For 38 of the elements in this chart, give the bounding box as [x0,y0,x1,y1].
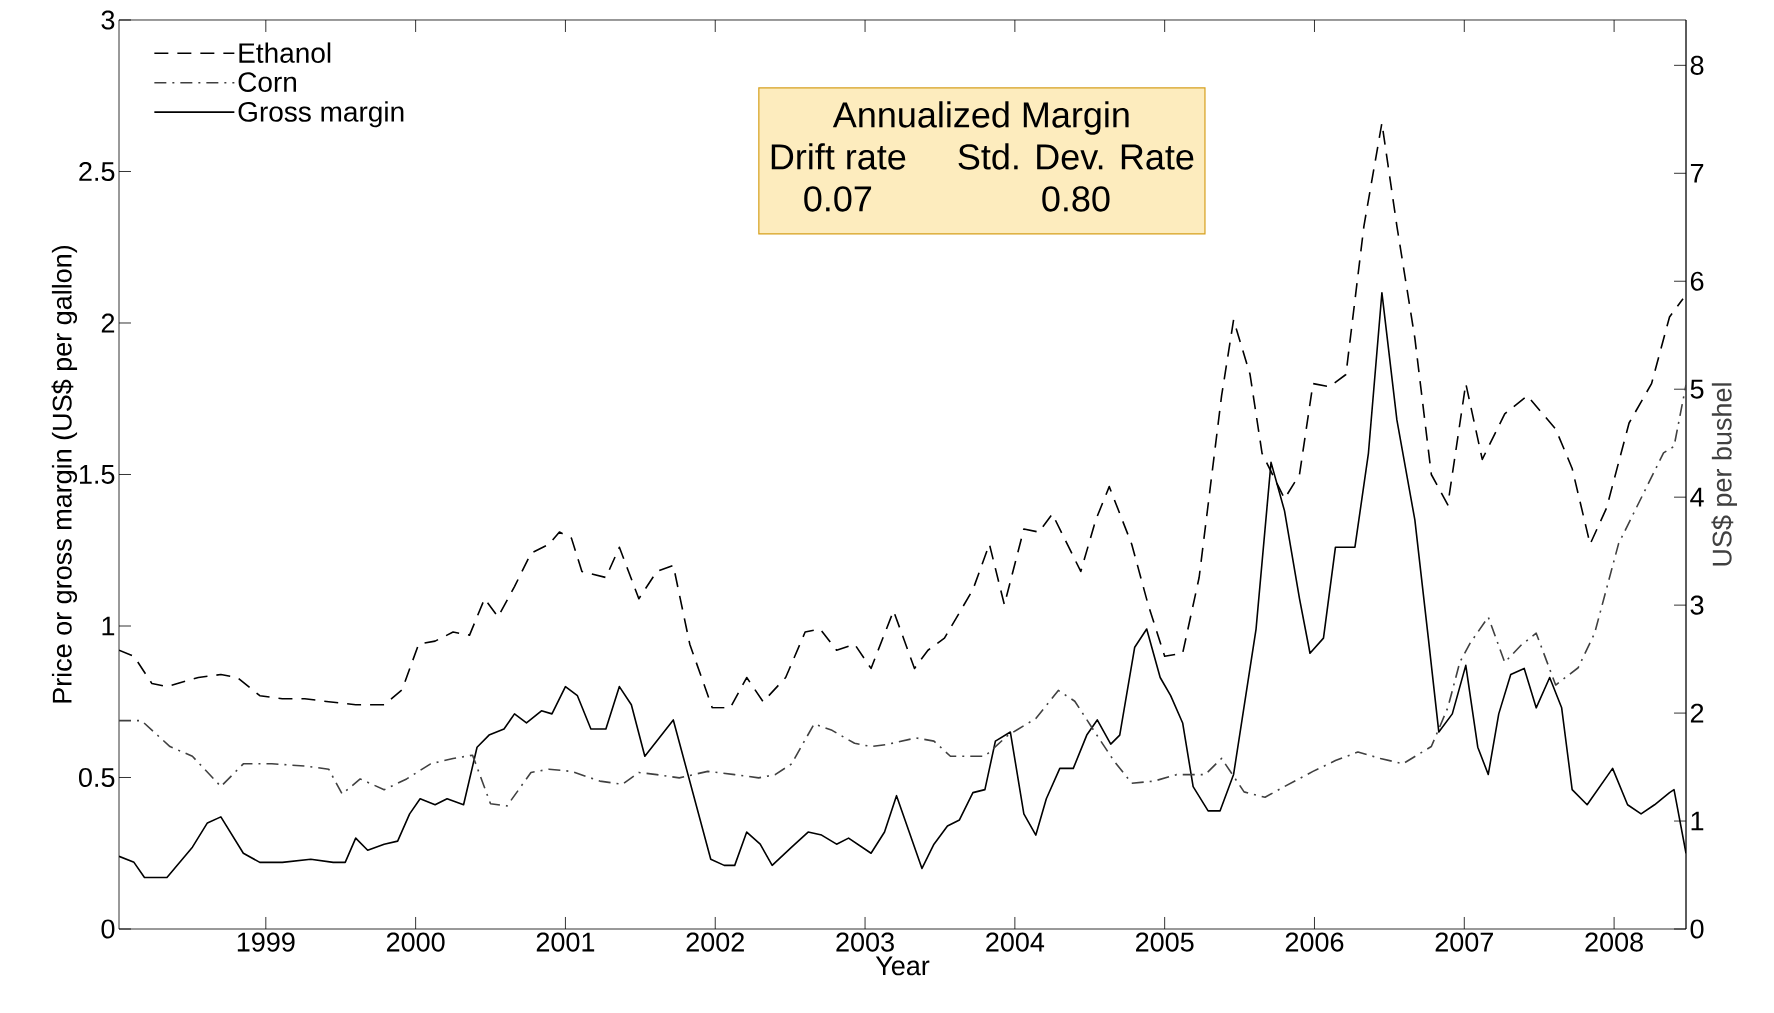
y2-tick-label: 1 [1691,811,1704,831]
legend-label: Gross margin [238,101,404,128]
y-tick-label: 3 [101,10,115,30]
x-tick-label: 1999 [237,932,295,952]
y2-tick-label: 7 [1690,164,1704,183]
x-tick-label: 2007 [1435,932,1493,952]
x-tick-label: 2001 [536,932,595,952]
x-tick-label: 2000 [386,932,445,952]
y2-tick-label: 8 [1690,55,1704,75]
x-tick-label: 2004 [986,932,1045,952]
y2-tick-label: 4 [1690,487,1704,507]
y-tick-label: 1.5 [79,465,115,484]
y-axis-title: Price or gross margin (US$ per gallon) [51,245,78,703]
x-tick-label: 2002 [686,932,744,952]
y-tick-label: 1 [102,616,115,636]
y-tick-label: 2 [101,313,115,333]
x-tick-label: 2006 [1285,932,1344,952]
x-tick-label: 2005 [1136,932,1194,952]
x-tick-label: 2003 [836,932,894,952]
y2-tick-label: 0 [1690,919,1704,939]
legend-label: Corn [238,72,297,92]
annotation: Std. Dev. Rate [958,143,1194,170]
y-tick-label: 2.5 [79,161,115,182]
annotation: 0.80 [1042,186,1110,212]
annotation: 0.07 [804,186,872,212]
y2-tick-label: 6 [1690,271,1704,291]
line-series [119,384,1687,807]
y-tick-label: 0.5 [78,767,115,788]
legend-label: Ethanol [239,42,331,63]
x-tick-label: 2008 [1585,932,1643,952]
y2-tick-label: 5 [1690,379,1704,399]
y2-axis-title: US$ per bushel [1711,383,1738,566]
y2-tick-label: 3 [1690,595,1704,615]
y2-tick-label: 2 [1690,703,1704,723]
x-axis-title: Year [875,956,930,976]
annotation: Drift rate [771,143,906,170]
y-tick-label: 0 [101,919,115,939]
annotation: Annualized Margin [832,101,1129,135]
